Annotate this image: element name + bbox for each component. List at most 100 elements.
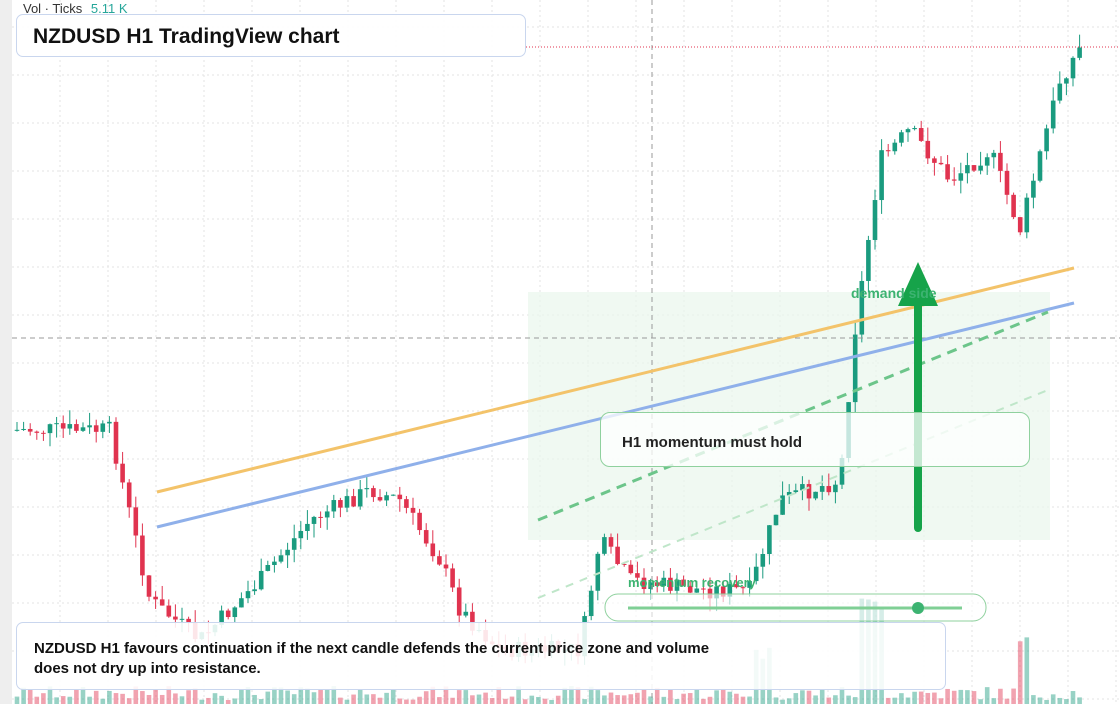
volume-bar [232,698,238,704]
arrow-head [898,262,938,306]
candle-body [34,431,40,433]
volume-bar [219,695,224,704]
volume-bar [87,696,92,704]
volume-bar [318,689,323,704]
candle-body [443,564,449,569]
volume-bar [344,699,350,704]
candle-body [767,525,772,555]
candle-body [133,507,139,536]
candle-body [1057,83,1063,101]
candle-body [780,495,785,515]
candle-body [285,549,290,556]
volume-bar [595,690,601,704]
volume-bar [21,687,26,704]
candle-body [648,582,653,590]
volume-bar [298,687,304,704]
candle-body [701,588,706,590]
volume-bar [971,691,977,704]
candle-body [905,129,911,133]
candle-body [1050,100,1056,129]
candle-body [27,428,33,432]
volume-bar [542,698,548,704]
candle-body [720,586,726,597]
candle-body [298,530,304,539]
candle-body [694,588,700,593]
candle-body [93,425,99,432]
candle-body [397,494,403,500]
volume-bar [285,690,290,704]
volume-bar [423,691,429,704]
volume-bar [338,697,343,704]
volume-bar [661,696,667,704]
volume-bar [324,689,330,704]
volume-bar [806,690,812,704]
volume-bar [588,686,594,704]
volume-bar [1011,688,1016,704]
candle-body [351,496,356,507]
candle-body [173,616,178,620]
candle-body [390,494,396,496]
candle-body [450,568,455,588]
candle-body [991,152,997,158]
candle-body [932,158,937,163]
candle-body [786,492,792,496]
candle-body [819,486,825,492]
volume-bar [503,698,508,704]
volume-bar [272,687,277,704]
volume-bar [14,696,20,704]
candle-body [80,427,86,431]
volume-bar [833,695,838,704]
candle-body [1044,128,1049,152]
candle-body [879,150,884,201]
candle-body [859,280,865,335]
volume-bar [437,697,442,704]
candle-body [186,618,191,623]
candle-body [107,421,112,424]
volume-bar [734,693,739,704]
candle-body [615,546,620,564]
volume-bar [945,688,950,704]
volume-bar [648,696,653,704]
volume-bar [278,687,284,704]
volume-bar [463,690,469,704]
candle-body [371,488,376,498]
note-text: NZDUSD H1 favours continuation if the ne… [34,640,710,677]
volume-bar [951,690,957,704]
candle-body [159,599,165,606]
trendline [537,389,1049,599]
candle-body [1031,180,1036,198]
volume-bar [179,696,185,704]
volume-bar [905,697,911,704]
volume-bar [107,690,112,704]
candle-body [866,239,871,281]
volume-bar [509,696,515,704]
candle-body [404,499,409,508]
volume-bar [120,693,125,704]
candle-body [324,511,330,518]
volume-bar [265,691,271,704]
volume-bar [239,689,244,704]
volume-bar [443,686,449,704]
candle-body [153,596,158,600]
candle-body [166,605,172,617]
volume-bar [965,690,970,704]
candle-body [338,500,343,508]
candle-body [912,128,917,130]
volume-bar [707,696,713,704]
candle-body [951,179,957,181]
volume-bar [113,693,119,704]
volume-bar [173,693,178,704]
volume-bar [747,696,752,704]
candle-body [800,484,805,491]
volume-bar [1017,641,1023,704]
volume-bar [146,694,152,704]
candle-body [113,421,119,464]
volume-bar [351,694,356,704]
candle-body [417,512,422,531]
volume-bar [793,693,799,704]
candle-body [272,561,277,565]
volume-bar [133,686,139,704]
candle-body [753,566,759,582]
volume-bar [331,686,337,704]
